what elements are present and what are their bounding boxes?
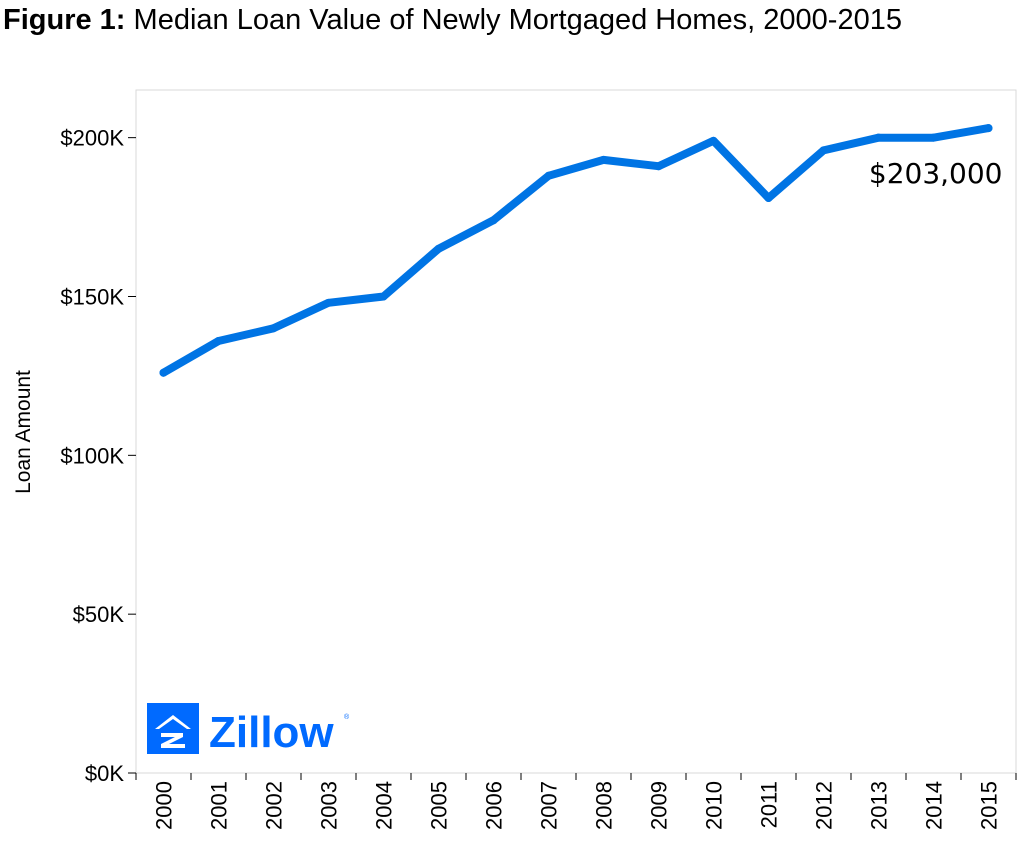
data-point	[434, 244, 443, 253]
data-point	[269, 324, 278, 333]
plot-frame	[135, 89, 1017, 774]
data-point	[984, 124, 993, 133]
data-point	[709, 136, 718, 145]
zillow-z-icon	[161, 733, 185, 748]
series-line	[159, 124, 993, 377]
x-tick-label: 2013	[867, 781, 892, 830]
x-axis: 2000 2001 2002 2003 2004 2005 2006 2007 2008 2009…	[135, 773, 1017, 830]
x-tick-label: 2011	[757, 781, 782, 828]
x-tick-label: 2002	[262, 781, 287, 830]
y-tick-label: $0K	[85, 761, 124, 786]
x-tick-label: 2009	[647, 781, 672, 830]
y-tick-label: $50K	[73, 602, 125, 627]
x-tick-label: 2010	[702, 781, 727, 830]
x-tick-label: 2000	[152, 781, 177, 830]
x-tick-label: 2005	[427, 781, 452, 830]
x-tick-label: 2003	[317, 781, 342, 830]
chart-title: Figure 1: Median Loan Value of Newly Mor…	[3, 2, 1013, 38]
data-point	[654, 162, 663, 171]
data-point	[379, 292, 388, 301]
y-axis-label: Loan Amount	[12, 370, 35, 494]
data-point	[324, 298, 333, 307]
x-tick-label: 2012	[812, 781, 837, 830]
title-text: Median Loan Value of Newly Mortgaged Hom…	[133, 4, 902, 36]
data-point	[214, 336, 223, 345]
data-point	[159, 368, 168, 377]
zillow-logo: Zillow ®	[147, 703, 350, 757]
x-tick-label: 2015	[977, 781, 1002, 830]
y-tick-label: $150K	[60, 284, 124, 309]
zillow-roof-icon	[155, 715, 191, 729]
end-value-annotation: $203,000	[869, 157, 1003, 190]
y-axis: $0K $50K $100K $150K $200K	[60, 126, 136, 786]
x-tick-label: 2001	[207, 781, 232, 830]
registered-mark-icon: ®	[344, 713, 350, 721]
x-tick-label: 2007	[537, 781, 562, 830]
x-tick-label: 2008	[592, 781, 617, 830]
x-tick-label: 2004	[372, 781, 397, 830]
x-tick-label: 2014	[922, 781, 947, 830]
y-tick-label: $200K	[60, 126, 124, 151]
title-prefix: Figure 1:	[3, 4, 126, 36]
x-tick-label: 2006	[482, 781, 507, 830]
data-point	[874, 133, 883, 142]
y-tick-label: $100K	[60, 443, 124, 468]
series-group	[159, 124, 993, 377]
data-point	[489, 216, 498, 225]
data-point	[599, 155, 608, 164]
zillow-logo-text: Zillow	[209, 708, 334, 757]
data-point	[764, 194, 773, 203]
data-point	[929, 133, 938, 142]
data-point	[819, 146, 828, 155]
data-point	[544, 171, 553, 180]
